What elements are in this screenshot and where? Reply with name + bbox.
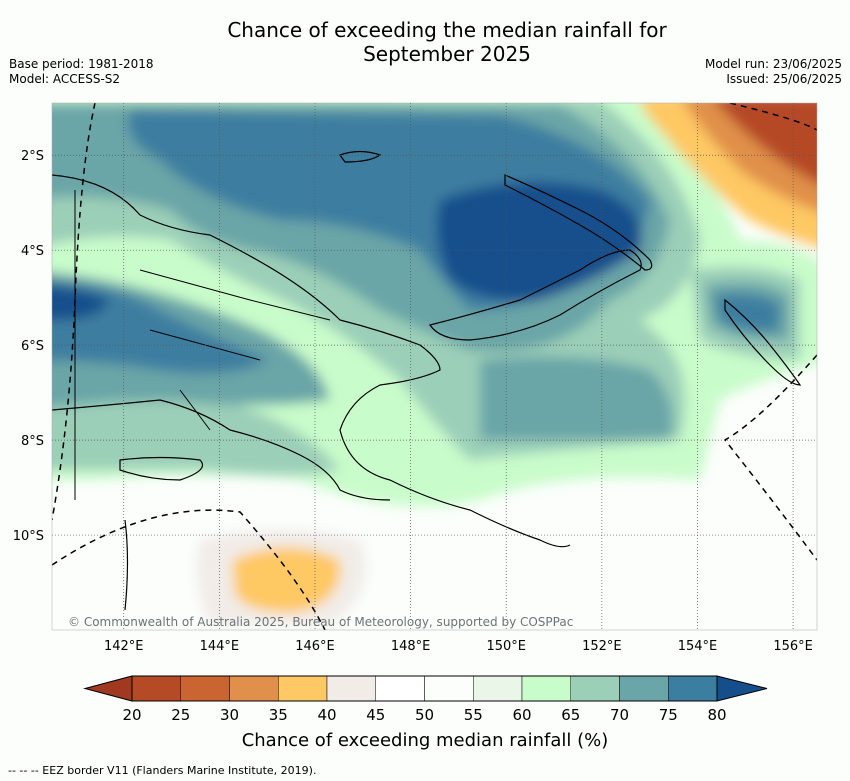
colorbar-tick-label: 75 — [659, 706, 678, 724]
eez-south — [52, 509, 326, 630]
colorbar-tick-label: 65 — [561, 706, 580, 724]
meta-left: Base period: 1981-2018 Model: ACCESS-S2 — [9, 57, 154, 87]
colorbar-tick-label: 30 — [220, 706, 239, 724]
model-run: Model run: 23/06/2025 — [704, 57, 842, 71]
lon-label: 144°E — [200, 639, 240, 654]
colorbar-tick-label: 55 — [464, 706, 483, 724]
lon-label: 148°E — [391, 639, 431, 654]
colorbar-swatch — [668, 675, 718, 702]
colorbar-swatch — [375, 675, 425, 702]
colorbar-tick-label: 60 — [512, 706, 531, 724]
lat-label: 4°S — [21, 244, 44, 259]
colorbar-tick-label: 40 — [317, 706, 336, 724]
contour-70-75-south — [480, 356, 673, 440]
model-name: Model: ACCESS-S2 — [9, 72, 121, 86]
map-frame — [51, 102, 818, 631]
colorbar-tick-label: 20 — [122, 706, 141, 724]
colorbar-tick-label: 50 — [415, 706, 434, 724]
longitude-labels: 142°E 144°E 146°E 148°E 150°E 152°E 154°E 156°E — [104, 639, 813, 654]
colorbar-tick-label: 80 — [707, 706, 726, 724]
issued-date: Issued: 25/06/2025 — [726, 72, 842, 86]
lat-label: 6°S — [21, 339, 44, 354]
south-island-coast — [119, 456, 204, 481]
base-period: Base period: 1981-2018 — [9, 57, 154, 71]
colorbar-frame — [131, 675, 718, 702]
lon-label: 156°E — [773, 639, 813, 654]
png-south-coast — [52, 399, 391, 501]
lat-label: 10°S — [13, 529, 44, 544]
colorbar-swatch — [570, 675, 620, 702]
lon-label: 154°E — [678, 639, 718, 654]
contour-above-80-west — [52, 285, 110, 320]
map-title: Chance of exceeding the median rainfall … — [0, 18, 850, 66]
eez-northeast — [729, 103, 817, 131]
contour-75-80-east — [715, 293, 780, 332]
colorbar-swatch — [131, 675, 181, 702]
contour-35-40-south — [232, 547, 341, 613]
new-britain-coast — [429, 249, 642, 341]
attribution-text: © Commonwealth of Australia 2025, Bureau… — [68, 615, 573, 629]
eez-footnote: -- -- -- EEZ border V11 (Flanders Marine… — [8, 764, 317, 777]
colorbar-under-arrow — [83, 675, 133, 702]
contour-above-80 — [436, 182, 642, 301]
colorbar-tick-label: 70 — [610, 706, 629, 724]
title-line-1: Chance of exceeding the median rainfall … — [227, 18, 667, 42]
eez-borders — [52, 103, 817, 630]
bougainville-coast — [724, 298, 802, 386]
colorbar-swatch — [180, 675, 230, 702]
colorbar-swatch — [229, 675, 279, 702]
colorbar-swatch — [473, 675, 523, 702]
cape-york-coast — [124, 519, 129, 611]
colorbar-tick-label: 45 — [366, 706, 385, 724]
lat-label: 2°S — [21, 149, 44, 164]
eez-west — [52, 103, 96, 521]
colorbar-swatch — [424, 675, 474, 702]
coastlines — [52, 150, 802, 611]
map-panel: © Commonwealth of Australia 2025, Bureau… — [52, 103, 817, 630]
contour-25-30-ne — [716, 103, 817, 184]
title-line-2: September 2025 — [363, 42, 531, 66]
colorbar: 20 25 30 35 40 45 50 55 60 65 70 75 80 — [83, 675, 768, 724]
png-north-coast — [52, 174, 571, 548]
borders — [74, 190, 331, 500]
colorbar-tick-label: 35 — [269, 706, 288, 724]
lon-label: 150°E — [486, 639, 526, 654]
colorbar-swatch — [278, 675, 328, 702]
lat-label: 8°S — [21, 434, 44, 449]
meta-right: Model run: 23/06/2025 Issued: 25/06/2025 — [705, 57, 842, 87]
colorbar-tick-label: 25 — [171, 706, 190, 724]
gridlines — [52, 103, 817, 630]
lon-label: 152°E — [582, 639, 622, 654]
lon-label: 142°E — [104, 639, 144, 654]
latitude-labels: 2°S 4°S 6°S 8°S 10°S — [13, 149, 44, 544]
colorbar-swatch — [326, 675, 376, 702]
rainfall-contours — [52, 103, 817, 625]
eez-east — [723, 354, 817, 561]
lon-label: 146°E — [295, 639, 335, 654]
colorbar-swatch — [619, 675, 669, 702]
colorbar-over-arrow — [716, 675, 768, 702]
contour-65-70-south — [52, 386, 340, 475]
colorbar-swatch — [521, 675, 571, 702]
colorbar-title: Chance of exceeding median rainfall (%) — [241, 730, 609, 751]
new-ireland-coast — [504, 174, 653, 271]
